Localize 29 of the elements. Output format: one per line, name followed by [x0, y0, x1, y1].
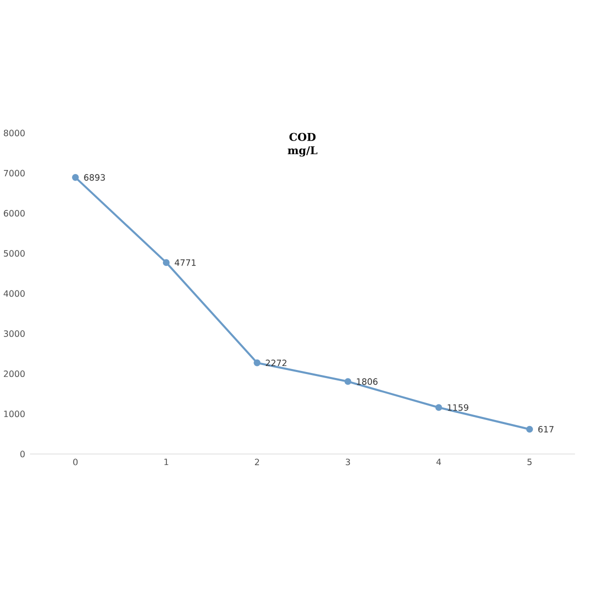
x-tick-label: 2	[254, 458, 259, 466]
y-tick-label: 6000	[4, 210, 25, 217]
data-label: 2272	[266, 360, 286, 366]
data-label: 4771	[174, 259, 196, 266]
point	[344, 378, 352, 385]
x-tick-label: 1	[164, 458, 168, 466]
y-tick-label: 7000	[4, 170, 25, 176]
x-tick-label: 0	[73, 458, 78, 466]
y-tick-label: 3000	[4, 330, 25, 337]
x-tick-label: 5	[527, 458, 532, 466]
y-tick-label: 8000	[4, 130, 25, 136]
text: mg/L	[288, 146, 318, 157]
y-tick-label: 1000	[4, 410, 25, 418]
point	[526, 426, 533, 433]
x-tick-label: 4	[436, 458, 442, 466]
data-label: 617	[538, 426, 554, 433]
y-tick-label: 4000	[4, 290, 25, 297]
point	[254, 359, 260, 366]
data-label: 1806	[356, 378, 378, 385]
chart-title: COD	[289, 132, 316, 141]
y-tick-label: 0	[20, 450, 25, 458]
x-tick-label: 3	[346, 458, 350, 466]
y-tick-label: 2000	[4, 370, 25, 378]
y-tick-label: 5000	[4, 250, 25, 257]
data-label: 6893	[84, 174, 105, 181]
point	[435, 404, 442, 411]
point	[162, 259, 170, 266]
point	[72, 174, 79, 181]
data-label: 1159	[448, 404, 468, 411]
